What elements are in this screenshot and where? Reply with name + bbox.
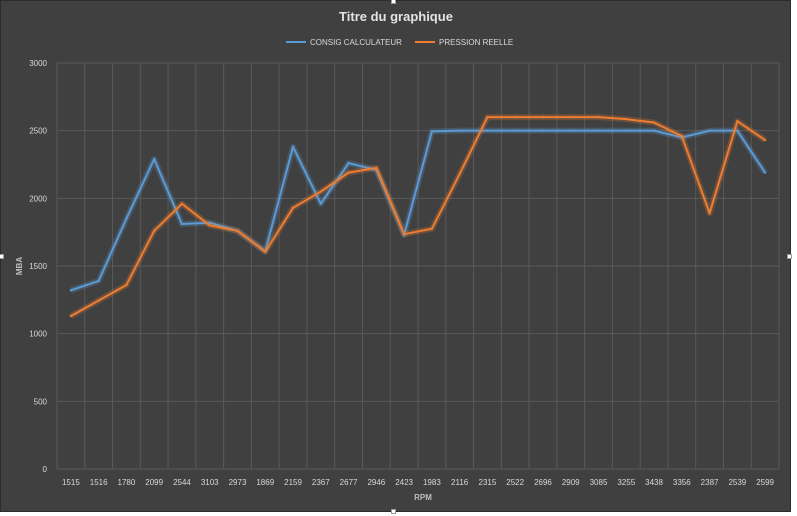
data-point-pression	[236, 229, 239, 233]
data-point-pression	[180, 202, 184, 205]
y-tick-label: 1000	[29, 330, 47, 339]
x-tick-label: 1515	[62, 478, 80, 487]
legend-label-pression: PRESSION REELLE	[439, 38, 513, 47]
x-tick-label: 2677	[340, 478, 358, 487]
x-tick-label: 2973	[229, 478, 247, 487]
x-tick-label: 2946	[367, 478, 385, 487]
data-point-consig	[486, 129, 489, 132]
y-tick-label: 1500	[29, 262, 47, 271]
y-axis-ticks: 0 500 1000 1500 2000 2500 3000	[29, 59, 47, 474]
data-point-consig	[513, 129, 517, 132]
x-tick-label: 2696	[534, 478, 552, 487]
y-tick-label: 2000	[29, 194, 47, 203]
data-point-consig	[97, 279, 100, 283]
x-tick-label: 1869	[256, 478, 274, 487]
data-point-consig	[347, 161, 350, 165]
y-tick-label: 500	[34, 397, 48, 406]
x-axis-title: RPM	[414, 493, 432, 502]
data-point-pression	[208, 224, 211, 227]
data-point-pression	[597, 115, 600, 119]
x-tick-label: 3085	[590, 478, 608, 487]
x-tick-label: 2522	[506, 478, 524, 487]
x-tick-label: 2099	[145, 478, 163, 487]
data-point-consig	[458, 129, 461, 132]
x-tick-label: 2539	[728, 478, 746, 487]
resize-handle-left[interactable]	[0, 254, 4, 259]
x-axis-ticks: 1515 1516 1780 2099 2544 3103 2973 1869 2159 2367…	[62, 478, 775, 487]
x-tick-label: 2116	[451, 478, 469, 487]
chart-title: Titre du graphique	[339, 9, 453, 24]
x-tick-label: 2387	[701, 478, 719, 487]
data-point-pression	[736, 119, 739, 123]
data-point-consig	[569, 129, 572, 132]
data-point-pression	[569, 115, 572, 119]
data-point-consig	[736, 129, 739, 132]
gridlines	[56, 62, 780, 470]
data-point-pression	[402, 232, 406, 236]
data-point-pression	[430, 227, 434, 230]
x-tick-label: 2599	[756, 478, 774, 487]
data-point-consig	[652, 129, 656, 132]
x-tick-label: 2315	[479, 478, 497, 487]
data-point-pression	[652, 121, 656, 124]
x-tick-label: 1983	[423, 478, 441, 487]
data-point-consig	[708, 129, 711, 132]
x-tick-label: 1780	[118, 478, 136, 487]
data-point-pression	[708, 212, 711, 215]
y-tick-label: 2500	[29, 127, 47, 136]
data-point-consig	[69, 289, 73, 292]
data-point-pression	[69, 314, 73, 318]
x-tick-label: 3255	[617, 478, 635, 487]
resize-handle-bottom[interactable]	[391, 509, 396, 514]
data-point-pression	[125, 283, 128, 287]
x-tick-label: 2909	[562, 478, 580, 487]
data-point-pression	[513, 115, 517, 119]
data-point-pression	[763, 138, 767, 142]
legend-label-consig: CONSIG CALCULATEUR	[310, 38, 402, 47]
data-point-consig	[291, 145, 295, 149]
x-tick-label: 3103	[201, 478, 219, 487]
data-point-consig	[597, 129, 600, 132]
data-point-pression	[347, 171, 350, 174]
x-tick-label: 2367	[312, 478, 330, 487]
x-tick-label: 1516	[90, 478, 108, 487]
x-tick-label: 3356	[673, 478, 691, 487]
legend: CONSIG CALCULATEUR PRESSION REELLE	[286, 38, 513, 47]
data-point-consig	[319, 202, 323, 205]
resize-handle-top[interactable]	[391, 0, 396, 4]
data-point-pression	[97, 299, 100, 302]
resize-handle-right[interactable]	[787, 254, 792, 259]
data-point-pression	[375, 166, 378, 170]
data-point-pression	[486, 115, 489, 119]
data-point-pression	[152, 229, 156, 233]
data-point-consig	[430, 130, 434, 133]
data-point-pression	[264, 250, 267, 253]
series-lines	[69, 114, 768, 319]
series-line-pression	[70, 116, 766, 317]
data-point-consig	[541, 129, 545, 132]
data-point-consig	[763, 171, 767, 174]
x-tick-label: 2544	[173, 478, 191, 487]
data-point-consig	[125, 217, 128, 220]
data-point-consig	[152, 157, 156, 161]
x-tick-label: 3438	[645, 478, 663, 487]
data-point-consig	[180, 222, 184, 226]
data-point-pression	[680, 134, 684, 138]
data-point-pression	[291, 206, 295, 210]
x-tick-label: 2159	[284, 478, 302, 487]
data-point-consig	[208, 221, 211, 224]
data-point-pression	[625, 117, 628, 121]
y-axis-title: MBA	[15, 257, 24, 275]
series-line-consig	[70, 129, 766, 292]
data-point-pression	[541, 115, 545, 119]
data-point-pression	[458, 172, 461, 176]
data-point-consig	[625, 129, 628, 132]
y-tick-label: 3000	[29, 59, 47, 68]
x-tick-label: 2423	[395, 478, 413, 487]
y-tick-label: 0	[43, 465, 48, 474]
data-point-pression	[319, 190, 323, 193]
